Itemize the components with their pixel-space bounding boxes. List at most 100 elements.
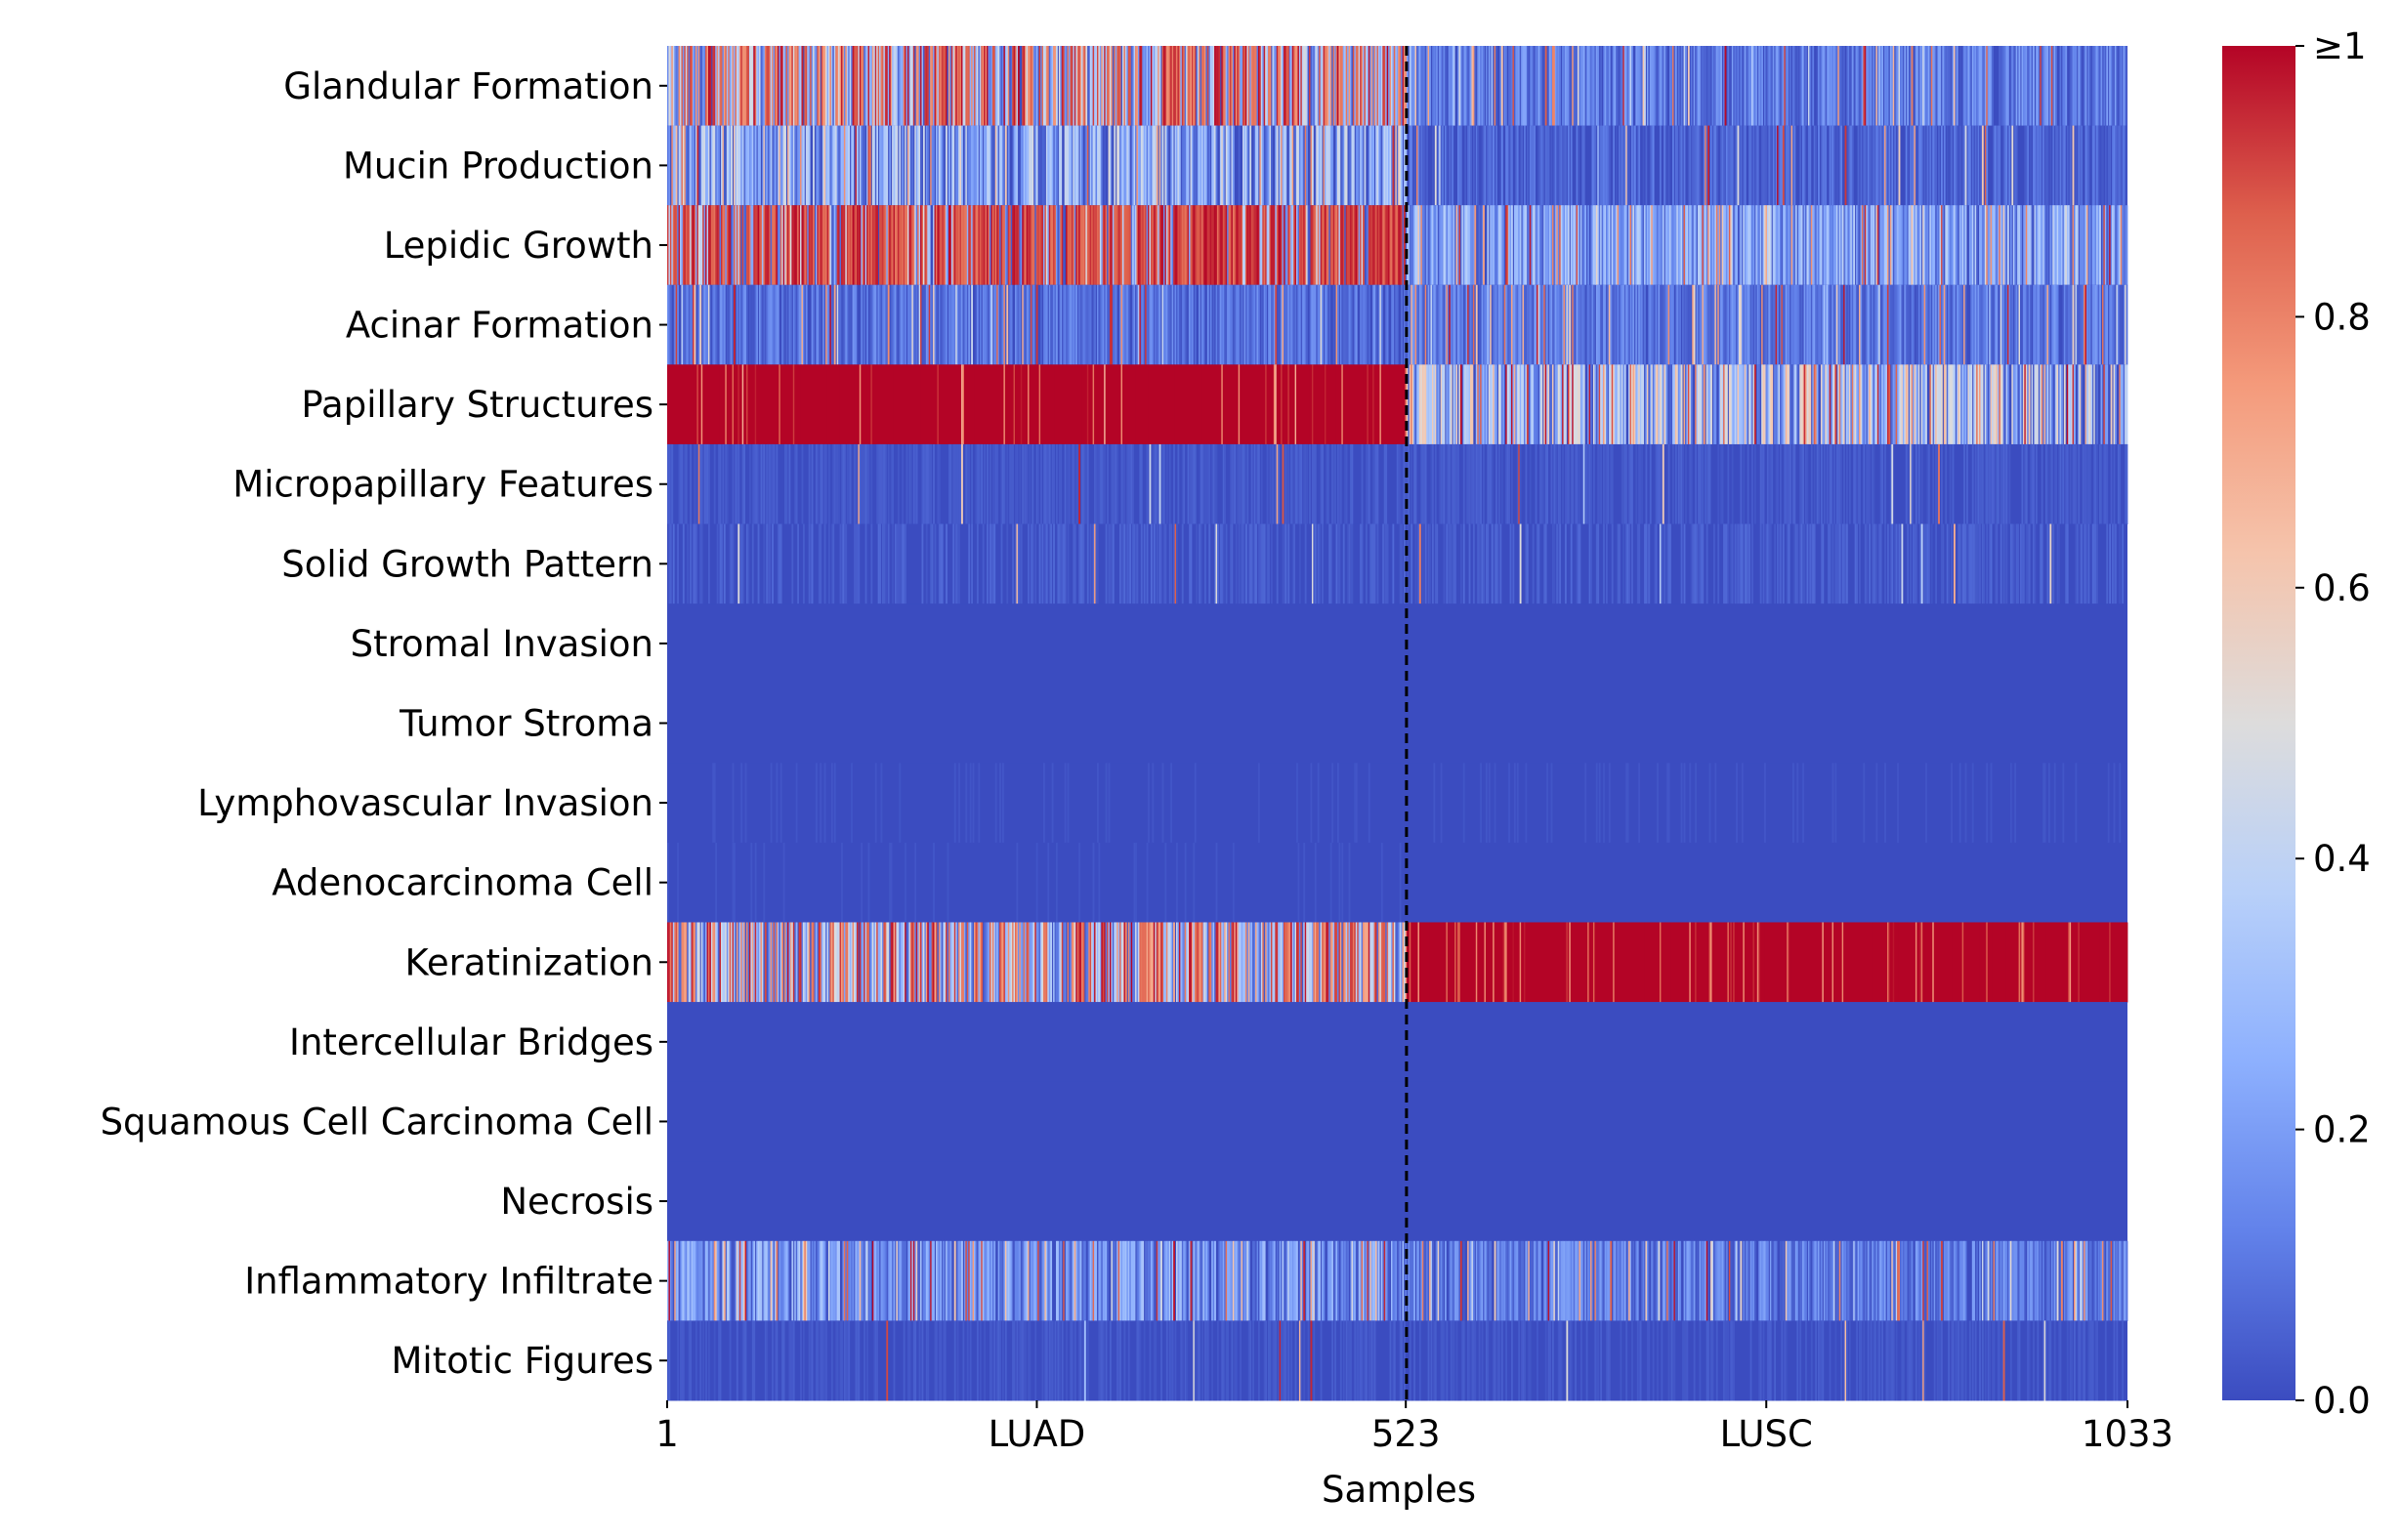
- heatmap-cell: [959, 364, 962, 445]
- heatmap-cell: [1657, 284, 1659, 365]
- heatmap-cell: [1350, 205, 1352, 286]
- heatmap-cell: [1212, 125, 1215, 206]
- heatmap-cell: [1963, 46, 1965, 127]
- heatmap-cell: [1714, 205, 1717, 286]
- heatmap-cell: [1474, 443, 1477, 525]
- heatmap-cell: [1010, 364, 1013, 445]
- heatmap-cell: [1953, 364, 1956, 445]
- heatmap-cell: [1051, 205, 1054, 286]
- heatmap-cell: [1550, 443, 1553, 525]
- heatmap-cell: [1282, 443, 1284, 525]
- heatmap-cell: [703, 205, 706, 286]
- heatmap-cell: [751, 284, 754, 365]
- heatmap-cell: [726, 125, 729, 206]
- heatmap-cell: [1888, 125, 1891, 206]
- heatmap-cell: [2072, 284, 2075, 365]
- heatmap-cell: [1411, 205, 1413, 286]
- heatmap-cell: [2075, 125, 2078, 206]
- heatmap-cell: [1282, 364, 1284, 445]
- heatmap-cell: [1613, 46, 1616, 127]
- heatmap-cell: [741, 364, 744, 445]
- heatmap-cell: [1834, 364, 1837, 445]
- heatmap-cell: [1915, 364, 1917, 445]
- heatmap-cell: [855, 205, 858, 286]
- heatmap-cell: [974, 205, 976, 286]
- heatmap-cell: [1348, 364, 1351, 445]
- heatmap-cell: [1162, 205, 1165, 286]
- heatmap-cell: [969, 125, 972, 206]
- heatmap-cell: [2110, 364, 2113, 445]
- heatmap-cell: [1659, 205, 1662, 286]
- heatmap-cell: [2109, 46, 2112, 127]
- heatmap-cell: [1570, 125, 1573, 206]
- heatmap-cell: [1250, 46, 1253, 127]
- heatmap-cell: [1485, 125, 1488, 206]
- heatmap-cell: [1715, 125, 1718, 206]
- heatmap-cell: [1073, 364, 1075, 445]
- heatmap-cell: [1850, 125, 1853, 206]
- heatmap-cell: [1208, 125, 1211, 206]
- heatmap-cell: [678, 364, 681, 445]
- heatmap-cell: [1173, 46, 1175, 127]
- heatmap-cell: [946, 46, 947, 127]
- heatmap-cell: [1540, 443, 1543, 525]
- heatmap-cell: [801, 46, 804, 127]
- heatmap-cell: [1194, 205, 1197, 286]
- heatmap-cell: [1657, 443, 1659, 525]
- heatmap-cell: [1126, 443, 1129, 525]
- heatmap-cell: [1581, 46, 1584, 127]
- heatmap-cell: [1929, 125, 1932, 206]
- heatmap-cell: [823, 125, 826, 206]
- heatmap-cell: [1867, 364, 1870, 445]
- heatmap-cell: [1720, 125, 1723, 206]
- heatmap-cell: [1006, 364, 1009, 445]
- heatmap-cell: [1032, 284, 1034, 365]
- heatmap-cell: [2117, 205, 2120, 286]
- heatmap-cell: [2045, 284, 2047, 365]
- heatmap-cell: [1234, 284, 1237, 365]
- heatmap-cell: [1030, 46, 1032, 127]
- heatmap-cell: [1565, 443, 1567, 525]
- heatmap-cell: [1328, 205, 1331, 286]
- heatmap-cell: [2035, 46, 2038, 127]
- heatmap-cell: [674, 284, 677, 365]
- heatmap-cell: [1693, 125, 1696, 206]
- heatmap-cell: [2035, 205, 2038, 286]
- heatmap-cell: [1895, 46, 1898, 127]
- heatmap-cell: [735, 205, 737, 286]
- heatmap-cell: [1756, 205, 1759, 286]
- heatmap-cell: [677, 205, 679, 286]
- heatmap-cell: [1311, 205, 1314, 286]
- heatmap-cell: [716, 46, 719, 127]
- heatmap-cell: [2104, 125, 2107, 206]
- heatmap-cell: [1734, 205, 1737, 286]
- heatmap-cell: [684, 284, 687, 365]
- heatmap-cell: [1127, 364, 1130, 445]
- heatmap-cell: [1423, 443, 1426, 525]
- heatmap-cell: [713, 46, 716, 127]
- heatmap-cell: [1153, 205, 1156, 286]
- heatmap-cell: [1452, 284, 1454, 365]
- heatmap-cell: [1659, 46, 1662, 127]
- heatmap-cell: [1260, 364, 1263, 445]
- heatmap-cell: [703, 46, 706, 127]
- heatmap-cell: [918, 205, 921, 286]
- heatmap-cell: [1399, 46, 1402, 127]
- heatmap-cell: [2066, 284, 2069, 365]
- heatmap-cell: [822, 46, 825, 127]
- heatmap-cell: [1484, 284, 1487, 365]
- heatmap-cell: [1996, 284, 1999, 365]
- heatmap-cell: [1964, 125, 1967, 206]
- heatmap-cell: [1917, 284, 1920, 365]
- heatmap-cell: [1183, 125, 1186, 206]
- heatmap-cell: [813, 284, 815, 365]
- heatmap-cell: [1382, 205, 1385, 286]
- heatmap-cell: [846, 46, 849, 127]
- heatmap-cell: [1222, 443, 1225, 525]
- heatmap-cell: [959, 205, 962, 286]
- heatmap-cell: [2068, 284, 2071, 365]
- heatmap-cell: [870, 205, 873, 286]
- heatmap-cell: [959, 125, 962, 206]
- heatmap-cell: [1322, 46, 1324, 127]
- heatmap-cell: [684, 205, 687, 286]
